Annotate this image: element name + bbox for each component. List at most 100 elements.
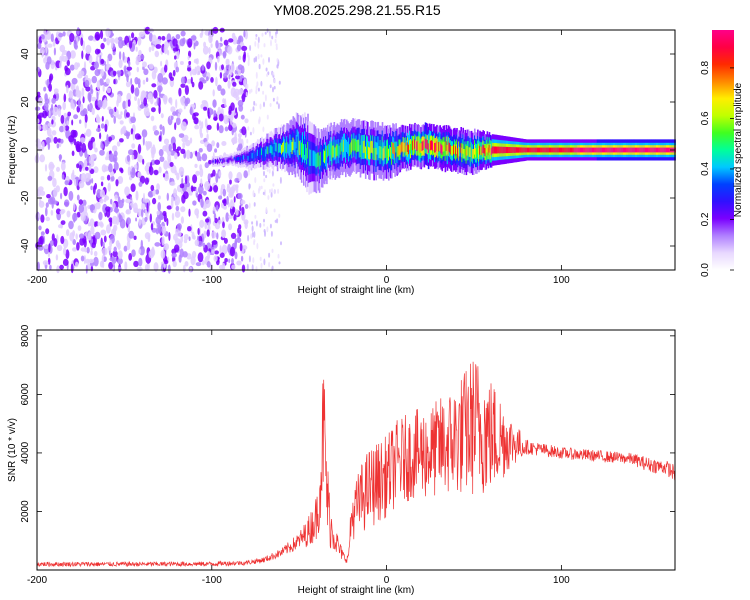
signal-ridge-cell [405,145,408,155]
noise-speckle [271,35,274,40]
noise-speckle [117,114,123,120]
noise-speckle [262,58,265,65]
signal-ridge-cell [669,147,671,153]
signal-ridge-cell [264,150,266,158]
signal-ridge-cell [326,151,328,164]
noise-speckle [118,213,122,220]
noise-speckle [276,101,279,105]
signal-ridge-cell [530,147,533,153]
signal-ridge-cell [282,142,284,153]
noise-speckle [113,246,117,253]
signal-ridge-cell [638,147,641,153]
y-tick-label: 0 [20,147,31,153]
signal-ridge-cell [292,137,295,151]
noise-speckle [75,261,79,268]
signal-ridge-cell [423,141,426,152]
noise-speckle [128,60,131,67]
signal-ridge-cell [390,147,392,159]
noise-speckle [117,242,121,250]
noise-speckle [43,57,48,64]
signal-ridge-cell [312,150,315,167]
noise-speckle [72,169,75,178]
noise-speckle [57,108,62,118]
signal-ridge-cell [276,147,279,156]
noise-speckle [136,266,143,272]
noise-speckle [153,130,160,136]
signal-ridge-cell [267,146,269,155]
noise-speckle [121,198,125,203]
noise-speckle [106,37,110,46]
noise-speckle [248,255,251,263]
signal-ridge-cell [336,143,339,156]
noise-speckle [244,30,248,40]
signal-ridge-cell [357,139,360,152]
noise-speckle [92,141,96,149]
signal-ridge-cell [489,147,492,155]
signal-ridge-cell [620,147,623,153]
noise-speckle [227,45,233,55]
signal-ridge-cell [392,142,394,154]
noise-speckle [271,170,274,177]
noise-speckle [148,250,155,259]
noise-speckle [126,132,130,140]
noise-speckle [228,214,234,219]
noise-speckle [95,221,99,227]
noise-speckle [201,153,208,162]
signal-ridge-cell [550,147,553,153]
noise-speckle [93,256,99,267]
noise-speckle [44,93,48,102]
noise-speckle [260,54,263,58]
noise-speckle [155,39,162,45]
noise-speckle [106,209,111,218]
noise-speckle [271,265,274,270]
noise-speckle [58,32,64,38]
signal-ridge-cell [218,160,220,163]
signal-ridge-cell [238,156,240,161]
signal-ridge-cell [260,149,262,156]
noise-speckle [177,223,182,231]
noise-speckle [187,55,190,61]
signal-ridge-cell [512,147,515,153]
signal-ridge-cell [335,145,338,158]
signal-ridge-cell [479,145,481,155]
noise-speckle [101,254,105,264]
noise-speckle [90,65,96,71]
signal-ridge-cell [499,146,501,154]
signal-ridge-cell [396,146,398,158]
noise-speckle [234,131,237,140]
noise-speckle [212,99,217,108]
noise-speckle [189,137,193,144]
noise-speckle [253,202,256,207]
noise-speckle [43,28,47,38]
noise-speckle [91,178,94,184]
noise-speckle [111,38,114,49]
noise-speckle [153,125,157,131]
noise-speckle [72,247,77,252]
noise-speckle [266,226,269,233]
signal-ridge-cell [544,147,546,153]
noise-speckle [243,170,248,179]
signal-ridge-cell [246,153,248,159]
signal-ridge-cell [565,147,567,153]
noise-speckle [56,265,60,274]
signal-ridge-cell [648,147,650,153]
noise-speckle [268,261,271,268]
signal-ridge-cell [384,145,387,158]
noise-speckle [225,212,229,223]
noise-speckle [62,31,66,37]
noise-speckle [255,266,258,272]
signal-ridge-cell [546,147,548,153]
signal-ridge-cell [234,158,237,162]
noise-speckle [157,202,161,212]
noise-speckle [223,204,227,210]
signal-ridge-cell [629,147,631,153]
noise-speckle [163,259,169,265]
signal-ridge-cell [211,160,214,163]
noise-speckle [237,88,244,95]
signal-ridge-cell [230,157,233,161]
signal-ridge-cell [286,141,288,153]
signal-ridge-cell [630,147,632,153]
noise-speckle [264,230,266,237]
signal-ridge-cell [222,159,224,163]
noise-speckle [62,238,69,249]
